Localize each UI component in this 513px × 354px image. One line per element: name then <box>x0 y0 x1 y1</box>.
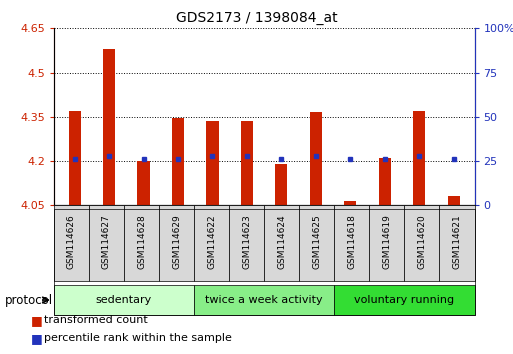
Text: GSM114622: GSM114622 <box>207 215 216 269</box>
Text: voluntary running: voluntary running <box>354 295 455 305</box>
Bar <box>275 164 287 205</box>
Bar <box>241 121 253 205</box>
Text: GSM114625: GSM114625 <box>312 215 321 269</box>
Text: GSM114620: GSM114620 <box>418 215 426 269</box>
Text: transformed count: transformed count <box>44 315 147 325</box>
Text: ■: ■ <box>31 314 43 327</box>
Bar <box>448 196 460 205</box>
Bar <box>69 111 81 205</box>
Bar <box>103 49 115 205</box>
Text: GSM114619: GSM114619 <box>382 215 391 269</box>
Text: GSM114627: GSM114627 <box>102 215 111 269</box>
Text: GSM114621: GSM114621 <box>452 215 462 269</box>
Bar <box>137 161 150 205</box>
Text: sedentary: sedentary <box>96 295 152 305</box>
Bar <box>344 201 357 205</box>
Bar <box>172 118 184 205</box>
Text: GSM114624: GSM114624 <box>277 215 286 269</box>
Text: GSM114623: GSM114623 <box>242 215 251 269</box>
Text: ■: ■ <box>31 332 43 344</box>
Bar <box>310 112 322 205</box>
Bar <box>206 121 219 205</box>
Text: GSM114628: GSM114628 <box>137 215 146 269</box>
Text: percentile rank within the sample: percentile rank within the sample <box>44 333 231 343</box>
Text: protocol: protocol <box>5 293 53 307</box>
Text: GSM114618: GSM114618 <box>347 215 357 269</box>
Text: GDS2173 / 1398084_at: GDS2173 / 1398084_at <box>175 11 338 25</box>
Text: GSM114626: GSM114626 <box>67 215 76 269</box>
Bar <box>413 111 425 205</box>
Text: GSM114629: GSM114629 <box>172 215 181 269</box>
Bar <box>379 158 391 205</box>
Text: twice a week activity: twice a week activity <box>205 295 323 305</box>
